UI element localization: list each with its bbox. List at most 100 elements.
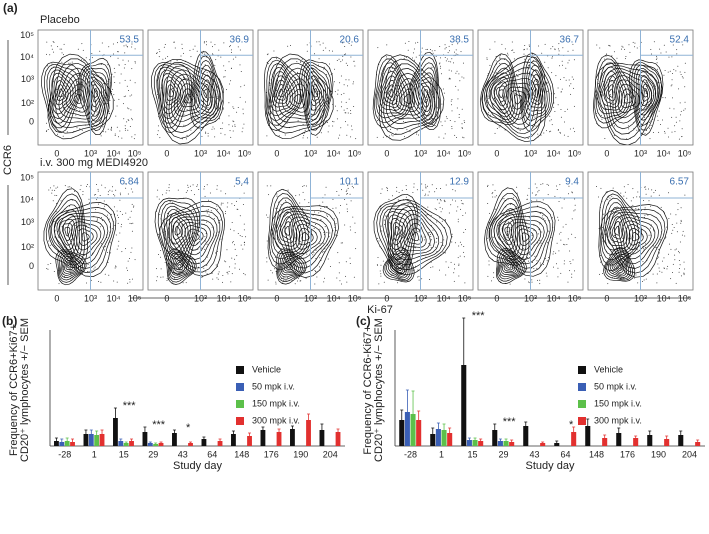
x-tick-label: 10³ xyxy=(524,293,537,303)
contour xyxy=(374,58,411,124)
x-tick-label: 10⁵ xyxy=(568,148,582,158)
error-bar xyxy=(143,426,147,432)
event-dot xyxy=(207,209,209,211)
event-dot xyxy=(129,281,131,283)
event-dot xyxy=(115,115,117,117)
event-dot xyxy=(343,92,345,94)
event-dot xyxy=(574,237,576,239)
event-dot xyxy=(572,78,574,80)
contour xyxy=(383,63,436,130)
event-dot xyxy=(296,71,298,73)
event-dot xyxy=(121,251,123,253)
event-dot xyxy=(121,137,123,139)
event-dot xyxy=(542,199,544,201)
event-dot xyxy=(283,280,285,282)
event-dot xyxy=(134,259,136,261)
event-dot xyxy=(227,202,229,204)
contour xyxy=(496,249,525,282)
event-dot xyxy=(677,65,679,67)
contour xyxy=(386,251,411,280)
contour xyxy=(496,85,506,103)
event-dot xyxy=(565,79,567,81)
event-dot xyxy=(291,279,293,281)
event-dot xyxy=(661,119,663,121)
event-dot xyxy=(178,101,180,103)
event-dot xyxy=(439,269,441,271)
event-dot xyxy=(416,133,418,135)
event-dot xyxy=(240,244,242,246)
error-bar xyxy=(648,430,652,435)
event-dot xyxy=(574,209,576,211)
event-dot xyxy=(285,199,287,201)
contour xyxy=(310,79,323,106)
contour xyxy=(174,225,181,236)
event-dot xyxy=(558,50,560,52)
event-dot xyxy=(201,52,203,54)
event-dot xyxy=(571,76,573,78)
event-dot xyxy=(403,57,405,59)
event-dot xyxy=(216,277,218,279)
event-dot xyxy=(442,244,444,246)
event-dot xyxy=(600,255,602,257)
event-dot xyxy=(315,271,317,273)
event-dot xyxy=(628,128,630,130)
event-dot xyxy=(609,45,611,47)
event-dot xyxy=(192,118,194,120)
event-dot xyxy=(129,95,131,97)
event-dot xyxy=(186,109,188,111)
event-dot xyxy=(345,79,347,81)
event-dot xyxy=(234,244,236,246)
event-dot xyxy=(242,248,244,250)
event-dot xyxy=(323,251,325,253)
event-dot xyxy=(599,47,601,49)
event-dot xyxy=(493,103,495,105)
contour xyxy=(413,67,436,121)
event-dot xyxy=(455,72,457,74)
event-dot xyxy=(244,274,246,276)
x-tick-label: 10⁵ xyxy=(128,148,142,158)
event-dot xyxy=(516,192,518,194)
event-dot xyxy=(343,109,345,111)
legend-label: 150 mpk i.v. xyxy=(252,398,300,408)
event-dot xyxy=(242,113,244,115)
event-dot xyxy=(243,123,245,125)
event-dot xyxy=(519,130,521,132)
event-dot xyxy=(180,55,182,57)
error-bar xyxy=(665,435,669,439)
event-dot xyxy=(495,60,497,62)
event-dot xyxy=(645,243,647,245)
event-dot xyxy=(205,41,207,43)
event-dot xyxy=(430,239,432,241)
event-dot xyxy=(460,208,462,210)
event-dot xyxy=(283,76,285,78)
event-dot xyxy=(598,83,600,85)
event-dot xyxy=(208,199,210,201)
event-dot xyxy=(337,89,339,91)
event-dot xyxy=(198,68,200,70)
event-dot xyxy=(668,218,670,220)
event-dot xyxy=(318,41,320,43)
event-dot xyxy=(659,124,661,126)
event-dot xyxy=(383,281,385,283)
event-dot xyxy=(380,273,382,275)
event-dot xyxy=(51,63,53,65)
event-dot xyxy=(667,71,669,73)
bar xyxy=(158,443,164,446)
event-dot xyxy=(659,270,661,272)
event-dot xyxy=(131,94,133,96)
x-tick-label: 10⁴ xyxy=(107,148,121,158)
event-dot xyxy=(407,49,409,51)
event-dot xyxy=(230,51,232,53)
event-dot xyxy=(185,215,187,217)
event-dot xyxy=(568,79,570,81)
event-dot xyxy=(549,120,551,122)
event-dot xyxy=(228,102,230,104)
event-dot xyxy=(416,131,418,133)
event-dot xyxy=(187,186,189,188)
contour xyxy=(81,232,90,242)
event-dot xyxy=(526,256,528,258)
event-dot xyxy=(440,187,442,189)
event-dot xyxy=(230,67,232,69)
event-dot xyxy=(494,196,496,198)
event-dot xyxy=(216,96,218,98)
